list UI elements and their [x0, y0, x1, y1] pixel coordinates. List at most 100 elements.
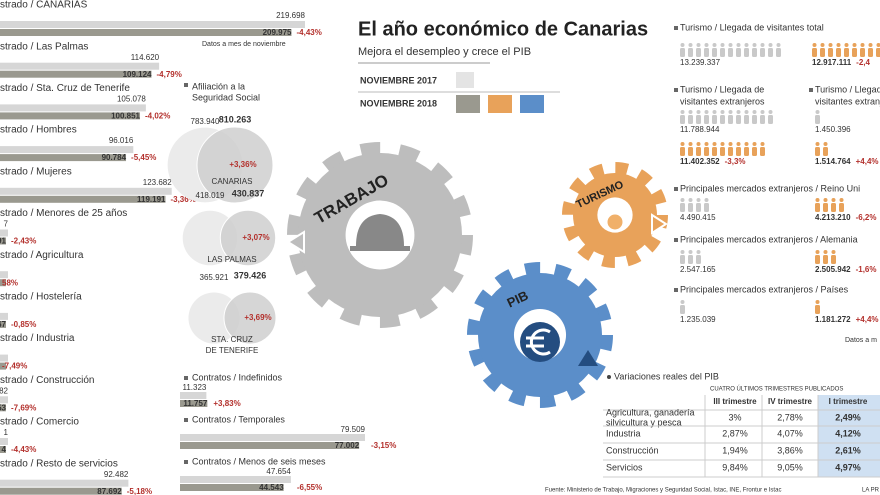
- cell: 9,84%: [722, 462, 748, 472]
- person-body: [720, 115, 725, 124]
- person-body: [831, 203, 836, 212]
- person-body: [736, 115, 741, 124]
- person-body: [696, 147, 701, 156]
- person-head: [704, 43, 709, 47]
- item-label: STA. CRUZ: [211, 335, 253, 344]
- person-head: [836, 43, 841, 47]
- person-head: [704, 198, 709, 202]
- value-2018: 11.757: [183, 399, 208, 408]
- item-label: Contratos / Menos de seis meses: [192, 456, 326, 466]
- value-2018: 1.181.272: [815, 315, 851, 324]
- value-2017: 13.239.337: [680, 58, 721, 67]
- change: +4,4%: [856, 315, 879, 324]
- item-label: strado / Agricultura: [0, 250, 84, 261]
- person-body: [688, 115, 693, 124]
- person-body: [736, 48, 741, 57]
- person-head: [815, 250, 820, 254]
- person-body: [720, 147, 725, 156]
- bar-2018: [0, 279, 6, 287]
- circle-2017: [188, 292, 240, 344]
- person-body: [744, 48, 749, 57]
- pictogram-row: [815, 250, 836, 264]
- person-head: [744, 142, 749, 146]
- person-body: [712, 115, 717, 124]
- person-head: [688, 43, 693, 47]
- item-label: visitantes extranj: [815, 96, 880, 106]
- person-head: [688, 250, 693, 254]
- gear-teeth: [562, 162, 668, 268]
- change: -4,02%: [145, 112, 170, 121]
- person-body: [680, 115, 685, 124]
- person-body: [704, 48, 709, 57]
- euro-circle: [520, 322, 560, 362]
- pictogram-row: [815, 142, 828, 156]
- bar-2018: [180, 442, 360, 449]
- person-body: [823, 147, 828, 156]
- row-label: Servicios: [606, 462, 643, 472]
- item-label: Contratos / Temporales: [192, 414, 285, 424]
- item-label: Turismo / Llegada de: [680, 84, 764, 94]
- value-2017: 123.682: [143, 178, 172, 187]
- person-body: [688, 203, 693, 212]
- person-head: [839, 198, 844, 202]
- item-label: strado / Industria: [0, 333, 75, 344]
- person-head: [688, 110, 693, 114]
- person-head: [760, 43, 765, 47]
- person-body: [815, 305, 820, 314]
- section-title: Afiliación a la: [192, 81, 245, 91]
- pictogram-row: [815, 198, 844, 212]
- person-head: [736, 142, 741, 146]
- value-2017: 4.490.415: [680, 213, 716, 222]
- person-body: [688, 48, 693, 57]
- cell: 9,05%: [777, 462, 803, 472]
- person-head: [812, 43, 817, 47]
- pictogram-row: [680, 142, 765, 156]
- bar-2018: [0, 362, 6, 370]
- person-body: [704, 115, 709, 124]
- person-body: [696, 255, 701, 264]
- change: -5,45%: [131, 153, 156, 162]
- cell: 2,61%: [835, 445, 861, 455]
- change: -3,3%: [725, 157, 746, 166]
- gear-teeth: [467, 262, 613, 408]
- item-label: strado / Hostelería: [0, 292, 82, 303]
- legend-swatch: [488, 95, 512, 113]
- person-body: [844, 48, 849, 57]
- person-head: [680, 250, 685, 254]
- change: -7,49%: [2, 362, 27, 371]
- person-body: [720, 48, 725, 57]
- legend-label: NOVIEMBRE 2017: [360, 75, 437, 85]
- person-body: [680, 48, 685, 57]
- person-head: [752, 43, 757, 47]
- person-body: [704, 147, 709, 156]
- person-head: [736, 43, 741, 47]
- person-body: [728, 115, 733, 124]
- item-label: strado / Resto de servicios: [0, 458, 118, 469]
- person-body: [815, 203, 820, 212]
- person-head: [823, 198, 828, 202]
- circle-2018: [196, 126, 274, 204]
- bar-2018: [0, 446, 6, 453]
- change: -7,69%: [11, 403, 36, 412]
- value-2017: 92.482: [104, 470, 129, 479]
- item-label: CANARIAS: [212, 177, 253, 186]
- column-header: I trimestre: [829, 397, 868, 406]
- person-head: [844, 43, 849, 47]
- cell: 4,07%: [777, 428, 803, 438]
- value-2018: 67: [0, 320, 7, 329]
- person-body: [760, 115, 765, 124]
- legend-label: NOVIEMBRE 2018: [360, 98, 437, 108]
- bar-2017: [180, 392, 207, 399]
- person-body: [752, 48, 757, 57]
- value-2017: 96.016: [109, 136, 134, 145]
- change: -4,43%: [297, 28, 322, 37]
- person-head: [704, 110, 709, 114]
- value-2018: 77.002: [335, 441, 360, 450]
- person-head: [728, 43, 733, 47]
- bullet: [607, 375, 611, 379]
- person-head: [704, 142, 709, 146]
- item-label: Principales mercados extranjeros / Paíse…: [680, 284, 849, 294]
- arrow: [651, 213, 668, 235]
- value-2017: 783.940: [191, 117, 220, 126]
- person-head: [815, 142, 820, 146]
